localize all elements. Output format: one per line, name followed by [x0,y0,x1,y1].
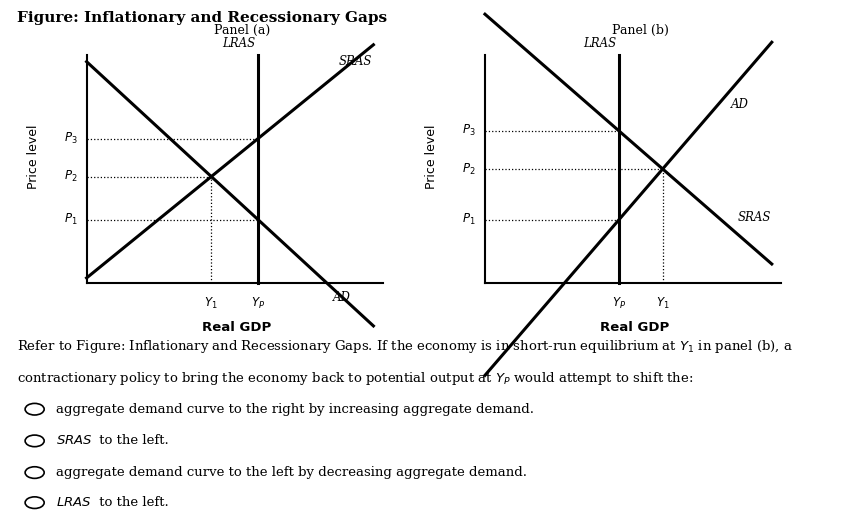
Text: Price level: Price level [425,124,438,188]
Text: $P_3$: $P_3$ [63,131,77,146]
Text: $P_3$: $P_3$ [462,124,475,138]
Text: aggregate demand curve to the left by decreasing aggregate demand.: aggregate demand curve to the left by de… [56,466,527,479]
Text: Panel (a): Panel (a) [215,24,270,37]
Text: Refer to Figure: Inflationary and Recessionary Gaps. If the economy is in short-: Refer to Figure: Inflationary and Recess… [17,338,793,355]
Text: LRAS: LRAS [222,37,255,50]
Text: AD: AD [333,291,351,304]
Text: to the left.: to the left. [95,435,169,447]
Text: contractionary policy to bring the economy back to potential output at $Y_P$ wou: contractionary policy to bring the econo… [17,370,694,386]
Text: aggregate demand curve to the right by increasing aggregate demand.: aggregate demand curve to the right by i… [56,403,534,416]
Text: $Y_1$: $Y_1$ [656,296,669,311]
Text: SRAS: SRAS [339,54,372,68]
Text: $LRAS$: $LRAS$ [56,496,92,509]
Text: $P_2$: $P_2$ [64,169,77,184]
Text: Real GDP: Real GDP [600,321,669,334]
Text: to the left.: to the left. [95,496,169,509]
Text: Panel (b): Panel (b) [612,24,669,37]
Text: Real GDP: Real GDP [202,321,271,334]
Text: $P_2$: $P_2$ [462,162,475,176]
Text: $P_1$: $P_1$ [64,212,77,227]
Text: SRAS: SRAS [738,211,771,224]
Text: AD: AD [731,98,749,111]
Text: $P_1$: $P_1$ [462,212,475,227]
Text: $Y_P$: $Y_P$ [251,296,265,311]
Text: $Y_P$: $Y_P$ [612,296,626,311]
Text: LRAS: LRAS [583,37,616,50]
Text: $Y_1$: $Y_1$ [204,296,218,311]
Text: Figure: Inflationary and Recessionary Gaps: Figure: Inflationary and Recessionary Ga… [17,11,387,25]
Text: Price level: Price level [27,124,40,188]
Text: $SRAS$: $SRAS$ [56,435,93,447]
